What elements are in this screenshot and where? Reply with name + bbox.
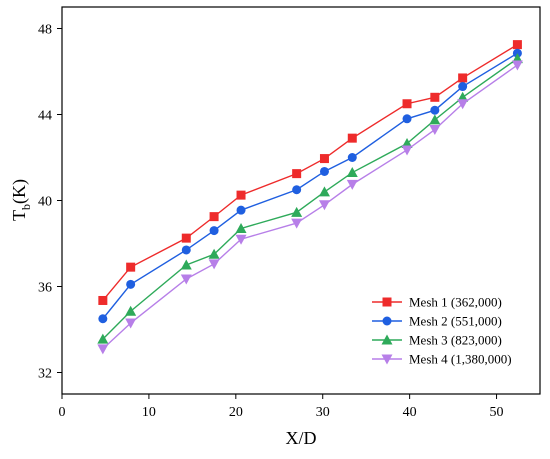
data-point-mesh-4 [318,200,330,211]
data-point-mesh-4 [235,234,247,245]
data-point-mesh-3 [208,248,220,259]
data-point-mesh-3 [318,186,330,197]
legend: Mesh 1 (362,000) Mesh 2 (551,000) Mesh 3 (… [372,295,512,367]
x-axis-title: X/D [286,428,317,448]
legend-label: Mesh 4 (1,380,000) [409,352,512,367]
data-point-mesh-1 [181,233,191,243]
y-axis-title-subscript: b [19,204,33,210]
data-point-mesh-3 [346,167,358,178]
data-point-mesh-2 [181,245,191,255]
data-point-mesh-3 [429,114,441,125]
axis-ticks: 0 10 20 30 40 50 32 36 40 44 48 [38,23,504,421]
data-point-mesh-4 [208,259,220,270]
data-point-mesh-2 [402,114,412,124]
data-point-mesh-3 [180,259,192,270]
y-axis-title-main: T [9,210,29,221]
data-point-mesh-2 [126,279,136,289]
series-line-mesh-2 [102,52,518,320]
legend-marker [381,354,393,365]
data-point-mesh-3 [235,222,247,233]
x-tick-label: 50 [490,405,504,420]
data-point-mesh-1 [430,92,440,102]
y-tick-label: 40 [38,195,52,210]
legend-item-mesh-3: Mesh 3 (823,000) [372,333,502,348]
data-point-mesh-3 [97,333,109,344]
y-tick-label: 48 [38,23,52,38]
legend-marker [382,316,392,326]
data-point-mesh-1 [98,295,108,305]
data-point-mesh-2 [209,226,219,236]
legend-label: Mesh 3 (823,000) [409,333,502,348]
data-point-mesh-2 [98,314,108,324]
legend-marker [382,297,392,307]
data-point-mesh-3 [125,305,137,316]
legend-item-mesh-4: Mesh 4 (1,380,000) [372,352,512,367]
data-point-mesh-2 [319,166,329,176]
legend-item-mesh-2: Mesh 2 (551,000) [372,314,502,329]
data-point-mesh-4 [511,60,523,71]
data-point-mesh-1 [292,169,302,179]
data-point-mesh-1 [236,190,246,200]
data-point-mesh-4 [457,99,469,110]
series-line-mesh-3 [102,58,518,340]
x-tick-label: 10 [142,405,156,420]
data-point-mesh-1 [209,212,219,222]
x-tick-label: 20 [229,405,243,420]
data-point-mesh-1 [512,40,522,50]
data-point-mesh-1 [458,73,468,83]
y-tick-label: 36 [38,281,52,296]
y-tick-label: 32 [38,367,52,382]
data-point-mesh-2 [236,205,246,215]
data-point-mesh-4 [180,274,192,285]
series-line-mesh-1 [102,44,518,301]
data-point-mesh-1 [126,262,136,272]
y-axis-title: Tb(K) [9,179,33,221]
series-layer [97,40,523,355]
legend-item-mesh-1: Mesh 1 (362,000) [372,295,502,310]
x-tick-label: 40 [403,405,417,420]
x-tick-label: 0 [59,405,66,420]
data-point-mesh-4 [401,145,413,156]
legend-label: Mesh 1 (362,000) [409,295,502,310]
series-mesh-2 [98,48,522,324]
data-point-mesh-1 [319,154,329,164]
data-point-mesh-2 [430,105,440,115]
data-point-mesh-1 [402,99,412,109]
data-point-mesh-4 [97,344,109,355]
series-mesh-1 [98,40,522,305]
data-point-mesh-4 [291,218,303,229]
legend-label: Mesh 2 (551,000) [409,314,502,329]
data-point-mesh-2 [458,82,468,92]
data-point-mesh-4 [346,179,358,190]
data-point-mesh-4 [429,125,441,136]
x-tick-label: 30 [316,405,330,420]
y-tick-label: 44 [38,109,52,124]
y-axis-title-unit: (K) [9,179,30,204]
data-point-mesh-2 [347,153,357,162]
series-mesh-4 [97,60,523,355]
data-point-mesh-4 [125,318,137,329]
data-point-mesh-2 [292,185,302,195]
data-point-mesh-1 [347,133,357,143]
data-point-mesh-3 [291,206,303,217]
legend-marker [381,334,393,345]
